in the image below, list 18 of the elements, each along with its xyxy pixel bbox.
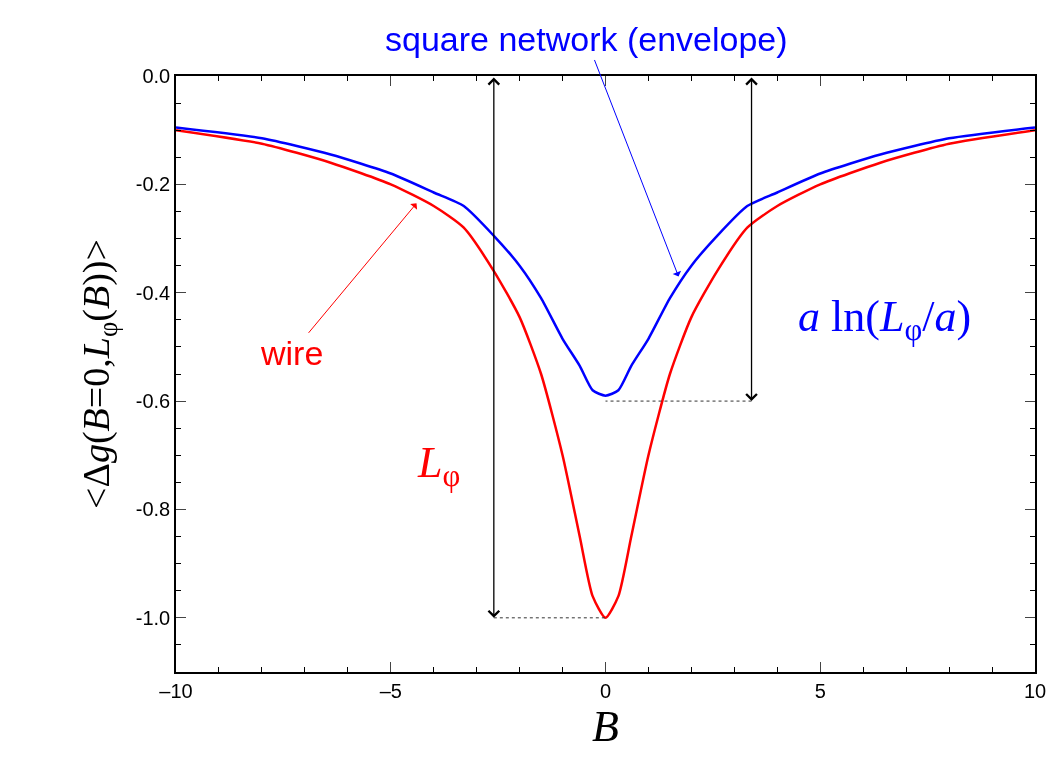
ref-line-label: L$_{φ}$: [417, 438, 461, 494]
y-tick-label: -0.8: [135, 498, 171, 521]
x-tick-label: 10: [1023, 679, 1047, 702]
x-tick-label: –5: [379, 679, 402, 702]
y-tick-label: 0.0: [142, 65, 171, 87]
annotation: square network (envelope): [385, 20, 788, 58]
y-tick-label: -1.0: [135, 606, 171, 629]
y-tick-label: -0.4: [135, 281, 171, 304]
y-tick-label: -0.6: [135, 390, 171, 413]
y-tick-label: -0.2: [135, 173, 171, 196]
x-tick-label: 0: [599, 679, 612, 702]
x-tick-label: 5: [814, 679, 826, 702]
ref-line-label: a ln(L$_{φ}$/a): [798, 292, 972, 348]
x-axis-title: B: [592, 701, 619, 751]
annotation: wire: [260, 334, 324, 372]
line-series: [176, 126, 1035, 397]
line-series: [176, 128, 1035, 620]
x-tick-label: –10: [159, 679, 193, 702]
